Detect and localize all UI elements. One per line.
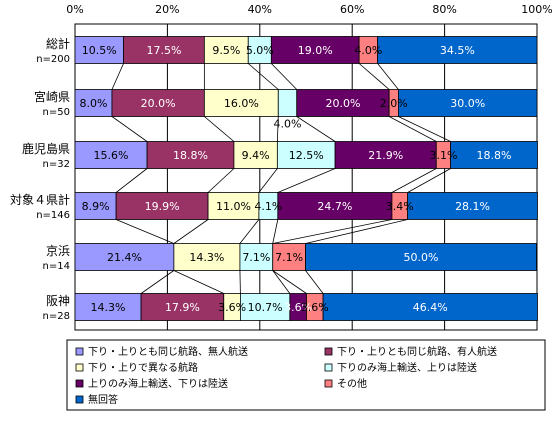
data-label: 4.0%: [354, 44, 382, 57]
data-label: 17.9%: [165, 301, 200, 314]
x-tick-label: 40%: [248, 3, 272, 16]
legend-swatch: [76, 396, 83, 403]
data-label: 3.6%: [301, 301, 329, 314]
legend-swatch: [76, 348, 83, 355]
legend-label: 下り・上りとも同じ航路、無人航送: [88, 345, 248, 358]
data-label: 46.4%: [413, 301, 448, 314]
data-label: 8.0%: [80, 97, 108, 110]
legend-swatch: [325, 364, 332, 371]
data-label: 9.4%: [242, 149, 270, 162]
data-label: 10.5%: [82, 44, 117, 57]
data-label: 17.5%: [146, 44, 181, 57]
data-label: 4.0%: [274, 118, 302, 131]
data-label: 3.1%: [429, 149, 457, 162]
data-label: 14.3%: [189, 251, 224, 264]
data-label: 3.6%: [218, 301, 246, 314]
category-label: 鹿児島県: [22, 141, 70, 156]
legend-label: その他: [337, 377, 367, 390]
data-label: 2.0%: [380, 97, 408, 110]
data-label: 20.0%: [325, 97, 360, 110]
data-label: 50.0%: [404, 251, 439, 264]
category-n-label: n=14: [43, 261, 70, 272]
data-label: 20.0%: [141, 97, 176, 110]
data-label: 34.5%: [440, 44, 475, 57]
bar-segment: [278, 90, 296, 117]
category-label: 総計: [46, 36, 70, 51]
data-label: 16.0%: [224, 97, 259, 110]
plot-area: [75, 24, 537, 330]
legend-label: 下り・上りとも同じ航路、有人航送: [337, 345, 497, 358]
data-label: 24.7%: [317, 200, 352, 213]
data-label: 11.0%: [216, 200, 251, 213]
data-label: 19.9%: [145, 200, 180, 213]
data-label: 15.6%: [94, 149, 129, 162]
data-label: 14.3%: [91, 301, 126, 314]
data-label: 7.1%: [242, 251, 270, 264]
category-label: 京浜: [46, 244, 70, 258]
category-n-label: n=32: [43, 159, 70, 170]
legend-label: 下りのみ海上輸送、上りは陸送: [337, 361, 477, 374]
data-label: 12.5%: [289, 149, 324, 162]
category-label: 阪神: [46, 294, 70, 308]
data-label: 9.5%: [212, 44, 240, 57]
data-label: 5.0%: [246, 44, 274, 57]
legend-label: 無回答: [88, 393, 118, 406]
data-label: 21.9%: [368, 149, 403, 162]
legend-swatch: [76, 364, 83, 371]
data-label: 18.8%: [173, 149, 208, 162]
category-n-label: n=50: [43, 107, 70, 118]
data-label: 21.4%: [107, 251, 142, 264]
data-label: 7.1%: [275, 251, 303, 264]
legend-swatch: [325, 348, 332, 355]
data-label: 19.0%: [298, 44, 333, 57]
x-tick-label: 80%: [432, 3, 456, 16]
category-label: 対象４県計: [10, 192, 70, 207]
x-tick-label: 0%: [66, 3, 83, 16]
data-label: 30.0%: [450, 97, 485, 110]
x-tick-label: 20%: [155, 3, 179, 16]
x-tick-label: 60%: [340, 3, 364, 16]
legend-swatch: [76, 380, 83, 387]
data-label: 3.4%: [386, 200, 414, 213]
category-n-label: n=146: [36, 210, 70, 221]
data-label: 28.1%: [455, 200, 490, 213]
category-label: 宮崎県: [34, 89, 70, 104]
category-n-label: n=200: [36, 54, 70, 65]
category-n-label: n=28: [43, 311, 70, 322]
data-label: 10.7%: [248, 301, 283, 314]
legend-label: 上りのみ海上輸送、下りは陸送: [88, 377, 228, 390]
data-label: 4.1%: [254, 200, 282, 213]
x-tick-label: 100%: [521, 3, 552, 16]
data-label: 8.9%: [82, 200, 110, 213]
legend-swatch: [325, 380, 332, 387]
legend-label: 下り・上りで異なる航路: [88, 361, 198, 374]
data-label: 18.8%: [477, 149, 512, 162]
